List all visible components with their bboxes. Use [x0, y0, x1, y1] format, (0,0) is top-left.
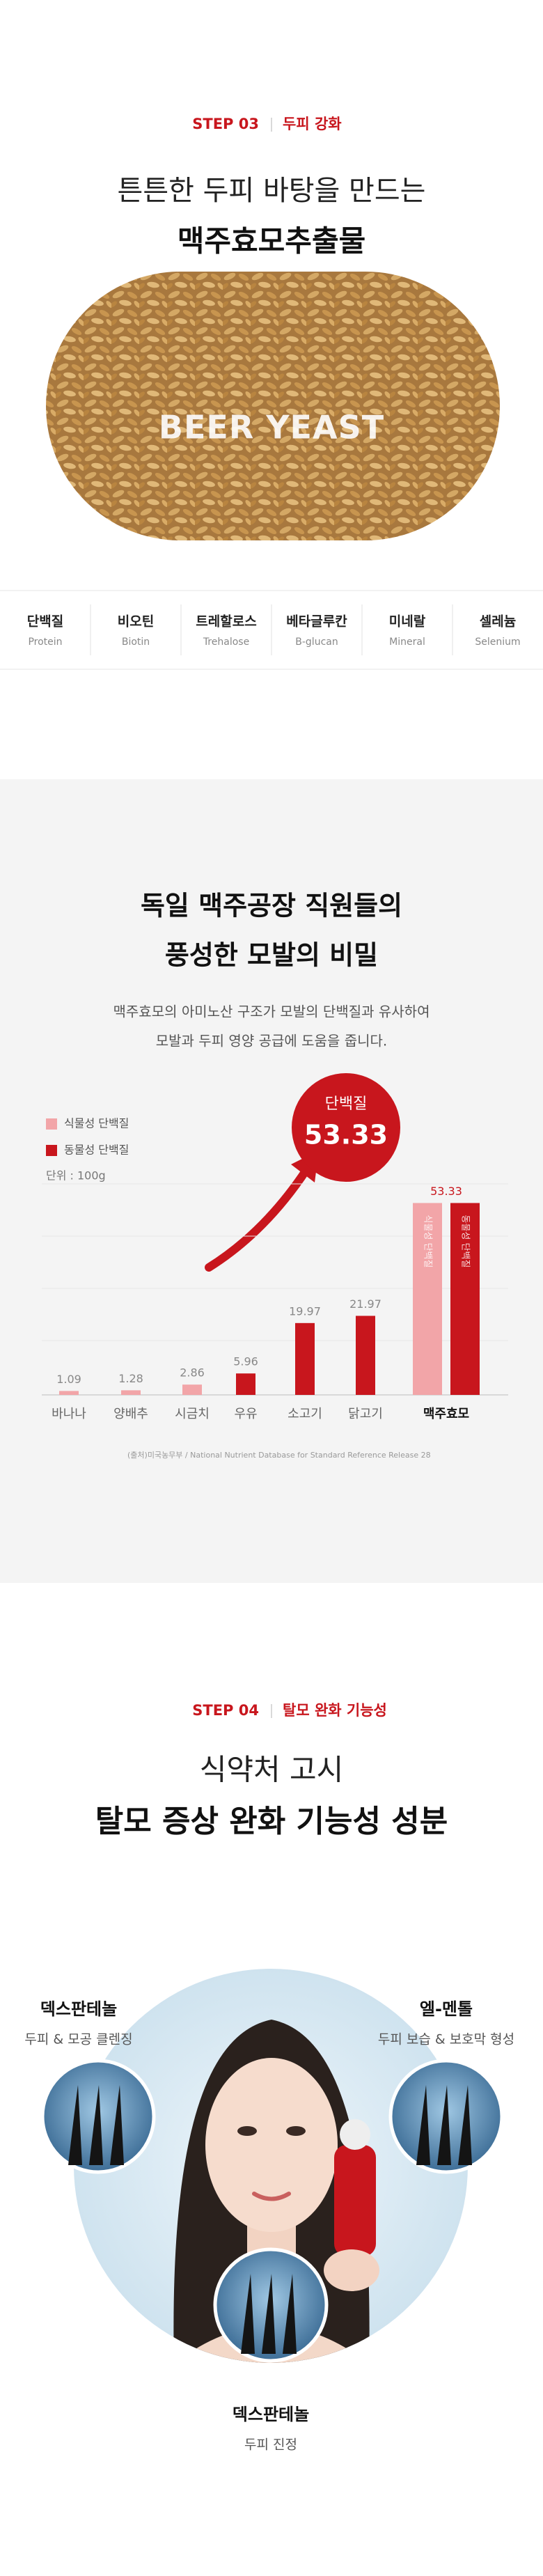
ingredient-name: 덱스판테놀	[233, 2405, 309, 2424]
ingredient-name: 트레할로스	[196, 614, 256, 630]
callout-value: 53.33	[304, 1120, 388, 1150]
bar	[356, 1316, 375, 1395]
ingredient-effect: 두피 진정	[244, 2437, 297, 2453]
ingredient-en: B-glucan	[295, 637, 338, 648]
x-tick-label: 양배추	[113, 1407, 148, 1421]
hair-strand	[262, 2274, 276, 2354]
ingredient-en: Trehalose	[203, 637, 249, 648]
bar	[182, 1384, 202, 1395]
value-label: 5.96	[233, 1355, 258, 1368]
headline: 튼튼한 두피 바탕을 만드는	[118, 175, 426, 207]
headline-bold: 맥주효모추출물	[178, 224, 365, 258]
callout-circle	[292, 1073, 400, 1182]
description: 모발과 두피 영양 공급에 도움을 줍니다.	[156, 1033, 388, 1049]
image-text: BEER YEAST	[159, 409, 384, 446]
bar	[59, 1391, 79, 1395]
step-number: STEP 04	[192, 1702, 259, 1719]
hair-strand	[68, 2085, 82, 2165]
bar	[121, 1390, 141, 1395]
description: 맥주효모의 아미노산 구조가 모발의 단백질과 유사하여	[113, 1004, 430, 1020]
bar	[450, 1203, 480, 1395]
hair-strand	[283, 2274, 297, 2354]
legend-label: 식물성 단백질	[64, 1117, 129, 1130]
legend-swatch	[46, 1118, 57, 1130]
ingredient-en: Selenium	[475, 637, 520, 648]
ingredient-name: 셀레늄	[480, 614, 516, 630]
value-label: 19.97	[289, 1304, 321, 1318]
ingredient-en: Biotin	[122, 637, 150, 648]
step-number: STEP 03	[192, 116, 259, 132]
bar	[295, 1322, 315, 1395]
x-tick-label: 바나나	[52, 1407, 86, 1421]
value-label: 1.28	[118, 1372, 143, 1385]
headline-bold: 탈모 증상 완화 기능성 성분	[95, 1804, 448, 1839]
ingredient-row: 단백질 Protein 비오틴 Biotin 트레할로스 Trehalose 베타글루칸 B-…	[0, 590, 543, 670]
step-label: 탈모 완화 기능성	[283, 1702, 387, 1719]
ingredient-name: 비오틴	[118, 614, 154, 630]
ingredient-en: Protein	[28, 637, 62, 648]
ingredient-name: 단백질	[27, 614, 63, 630]
x-tick-label: 시금치	[175, 1407, 210, 1421]
legend-label: 동물성 단백질	[64, 1143, 129, 1157]
trend-arrow	[205, 1166, 310, 1272]
x-tick-label: 우유	[234, 1407, 257, 1421]
bar-inner-label: 식물성 단백질	[423, 1215, 433, 1268]
yeast-image	[46, 272, 500, 540]
value-label: 21.97	[349, 1297, 381, 1311]
ingredient-name: 베타글루칸	[286, 614, 347, 630]
value-label: 2.86	[180, 1366, 205, 1380]
value-label: 1.09	[56, 1373, 81, 1386]
source: (출처)미국농무부 / National Nutrient Database f…	[127, 1451, 431, 1460]
ingredient-name: 엘-멘톨	[420, 1999, 473, 2019]
step03-header: STEP 03 두피 강화 튼튼한 두피 바탕을 만드는 맥주효모추출물	[118, 116, 426, 258]
ingredient-en: Mineral	[389, 637, 425, 648]
hair-strand	[89, 2085, 103, 2165]
bar	[236, 1373, 255, 1395]
callout-label: 단백질	[325, 1095, 368, 1113]
value-label: 53.33	[430, 1185, 462, 1198]
ingredient-effect: 두피 & 모공 클렌징	[24, 2032, 132, 2047]
x-tick-label: 닭고기	[348, 1407, 383, 1421]
hair-strand	[437, 2085, 451, 2165]
bar-inner-label: 동물성 단백질	[460, 1215, 471, 1268]
hair-strand	[110, 2085, 124, 2165]
hair-strand	[458, 2085, 472, 2165]
ingredient-name: 덱스판테놀	[40, 1999, 117, 2019]
ingredient-effect: 두피 보습 & 보호막 형성	[378, 2032, 514, 2047]
headline: 독일 맥주공장 직원들의	[141, 891, 402, 921]
protein-section	[0, 779, 543, 1583]
headline: 식약처 고시	[200, 1753, 344, 1787]
step-label: 두피 강화	[283, 116, 342, 132]
unit: 단위 : 100g	[46, 1169, 106, 1182]
bar	[413, 1203, 442, 1395]
protein-chart: 단백질 53.33 단위 : 100g (출처)미국농무부 / National…	[42, 1073, 508, 1460]
legend-swatch	[46, 1145, 57, 1156]
x-tick-label: 소고기	[288, 1407, 322, 1421]
hair-strand	[416, 2085, 430, 2165]
ingredient-name: 미네랄	[389, 614, 426, 630]
x-tick-label: 맥주효모	[423, 1407, 469, 1421]
hair-strand	[241, 2274, 255, 2354]
headline: 풍성한 모발의 비밀	[165, 940, 378, 971]
